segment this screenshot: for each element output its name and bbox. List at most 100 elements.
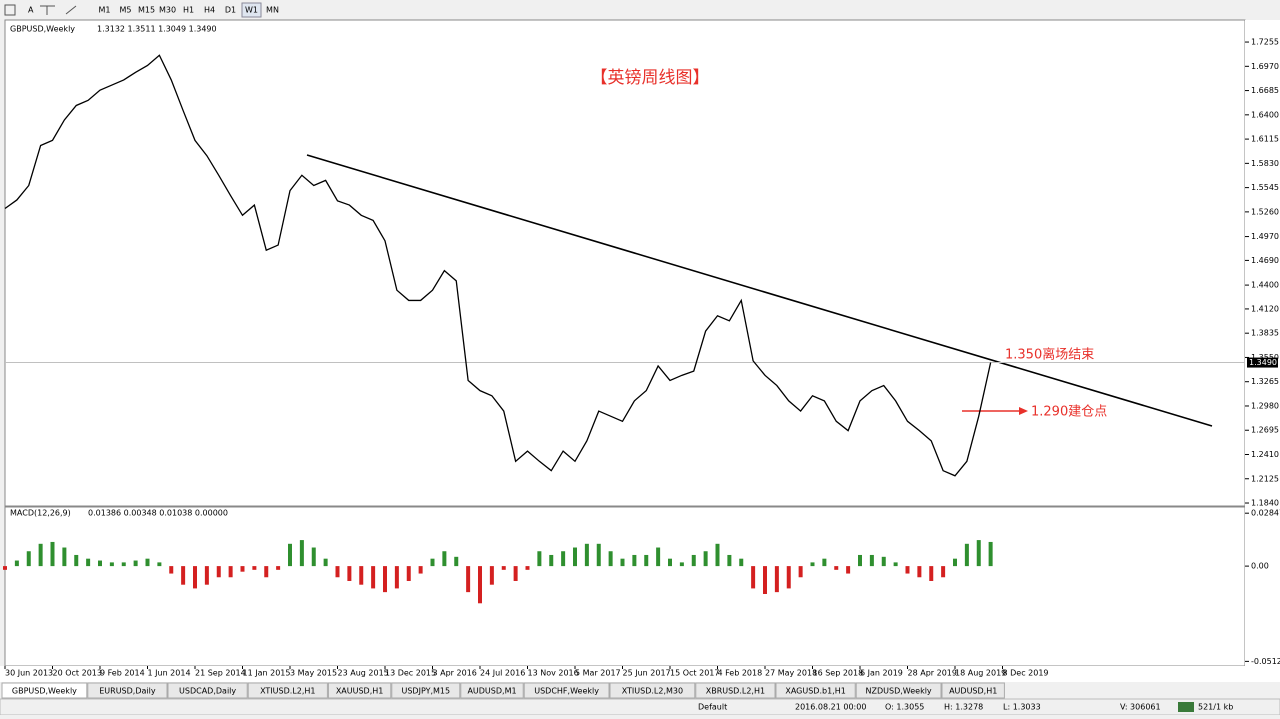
chart-tab[interactable] — [167, 682, 248, 699]
chart-tab-label[interactable]: AUDUSD,M1 — [467, 687, 516, 696]
y-tick-label: 1.2695 — [1251, 426, 1279, 435]
chart-tab[interactable] — [460, 682, 524, 699]
x-tick-label: 24 Jul 2016 — [480, 669, 525, 678]
status-open: O: 1.3055 — [885, 703, 924, 712]
y-tick-label: 1.4690 — [1251, 256, 1279, 265]
x-tick-label: 5 Mar 2017 — [575, 669, 621, 678]
macd-bar — [14, 560, 19, 567]
timeframe-label[interactable]: W1 — [245, 6, 258, 15]
macd-y-tick-label: 0.02847 — [1251, 509, 1280, 518]
x-tick-label: 4 Feb 2018 — [718, 669, 763, 678]
chart-tab-label[interactable]: EURUSD,Daily — [99, 687, 156, 696]
chart-tab[interactable] — [941, 682, 1005, 699]
chart-tab-label[interactable]: XAUUSD,H1 — [336, 687, 384, 696]
chart-info: 1.3132 1.3511 1.3049 1.3490 — [97, 25, 217, 34]
chart-tab[interactable] — [523, 682, 610, 699]
macd-bar — [905, 566, 910, 574]
chart-tab-label[interactable]: USDCHF,Weekly — [534, 687, 599, 696]
macd-bar — [311, 547, 316, 567]
macd-bar — [489, 566, 494, 585]
chart-tab[interactable] — [609, 682, 696, 699]
timeframe-button[interactable] — [241, 2, 262, 18]
y-tick-label: 1.1840 — [1251, 499, 1279, 508]
macd-bar — [442, 551, 447, 567]
macd-bar — [228, 566, 233, 578]
chart-tab-label[interactable]: XTIUSD.L2,M30 — [622, 687, 683, 696]
timeframe-label[interactable]: M30 — [159, 6, 176, 15]
y-tick-label: 1.7255 — [1251, 38, 1279, 47]
y-tick-label: 1.3265 — [1251, 377, 1279, 386]
text-tool[interactable]: A — [28, 6, 34, 15]
chart-tab[interactable] — [247, 682, 328, 699]
macd-bar — [929, 566, 934, 581]
status-traffic: 521/1 kb — [1198, 703, 1233, 712]
chart-tab[interactable] — [1, 682, 88, 699]
macd-bar — [252, 566, 257, 570]
macd-bar — [596, 543, 601, 567]
macd-bar — [703, 551, 708, 567]
timeframe-label[interactable]: M15 — [138, 6, 155, 15]
chart-tab-label[interactable]: XBRUSD.L2,H1 — [706, 687, 765, 696]
toolbar — [0, 0, 1280, 20]
chart-tab-label[interactable]: GBPUSD,Weekly — [12, 687, 77, 696]
chart-tab[interactable] — [695, 682, 776, 699]
chart-tab-label[interactable]: XAGUSD.b1,H1 — [785, 687, 845, 696]
chart-tab[interactable] — [391, 682, 461, 699]
chart-tab-label[interactable]: NZDUSD,Weekly — [866, 687, 932, 696]
x-tick-label: 15 Oct 2017 — [670, 669, 719, 678]
status-volume: V: 306061 — [1120, 703, 1161, 712]
chart-tab-label[interactable]: AUDUSD,H1 — [949, 687, 997, 696]
chart-tab-label[interactable]: USDCAD,Daily — [179, 687, 236, 696]
x-tick-label: 11 Jan 2015 — [243, 669, 291, 678]
timeframe-label[interactable]: M1 — [99, 6, 111, 15]
y-tick-label: 1.4120 — [1251, 304, 1279, 313]
macd-bar — [406, 566, 411, 581]
chart-tab[interactable] — [855, 682, 942, 699]
macd-bar — [62, 547, 67, 567]
macd-bar — [26, 551, 31, 567]
y-tick-label: 1.6400 — [1251, 110, 1279, 119]
x-tick-label: 21 Sep 2014 — [195, 669, 246, 678]
status-low: L: 1.3033 — [1003, 703, 1041, 712]
macd-bar — [644, 554, 649, 567]
chart-tab[interactable] — [775, 682, 856, 699]
macd-title: MACD(12,26,9) — [10, 509, 71, 518]
macd-bar — [573, 547, 577, 567]
annotation-entry: 1.290建仓点 — [1031, 405, 1107, 420]
x-tick-label: 16 Sep 2018 — [813, 669, 864, 678]
macd-bar — [763, 566, 767, 594]
macd-bar — [157, 562, 162, 567]
y-tick-label: 1.2410 — [1251, 450, 1279, 459]
timeframe-label[interactable]: H4 — [204, 6, 215, 15]
macd-bar — [549, 554, 554, 567]
macd-bar — [584, 543, 589, 567]
chart-tab-label[interactable]: USDJPY,M15 — [401, 687, 450, 696]
price-axis — [1245, 20, 1280, 666]
timeframe-label[interactable]: MN — [266, 6, 279, 15]
y-tick-label: 1.6115 — [1251, 135, 1279, 144]
x-tick-label: 25 Jun 2017 — [623, 669, 671, 678]
macd-bar — [383, 566, 387, 593]
chart-tab[interactable] — [327, 682, 392, 699]
timeframe-label[interactable]: M5 — [120, 6, 132, 15]
macd-bar — [347, 566, 352, 581]
macd-bar — [691, 554, 696, 567]
macd-bar — [608, 551, 613, 567]
chart-tab[interactable] — [87, 682, 168, 699]
macd-bar — [38, 543, 43, 567]
timeframe-label[interactable]: H1 — [183, 6, 194, 15]
y-tick-label: 1.5545 — [1251, 183, 1279, 192]
x-tick-label: 23 Aug 2015 — [338, 669, 389, 678]
macd-bar — [525, 566, 530, 570]
macd-y-tick-label: 0.00 — [1251, 562, 1269, 571]
timeframe-label[interactable]: D1 — [225, 6, 236, 15]
status-time: 2016.08.21 00:00 — [795, 703, 866, 712]
x-tick-label: 13 Nov 2016 — [528, 669, 579, 678]
chart-tab-label[interactable]: XTIUSD.L2,H1 — [260, 687, 315, 696]
y-tick-label: 1.3835 — [1251, 329, 1279, 338]
y-tick-label: 1.6685 — [1251, 86, 1279, 95]
status-profile: Default — [698, 703, 727, 712]
macd-bar — [204, 566, 209, 585]
macd-bar — [323, 558, 328, 567]
